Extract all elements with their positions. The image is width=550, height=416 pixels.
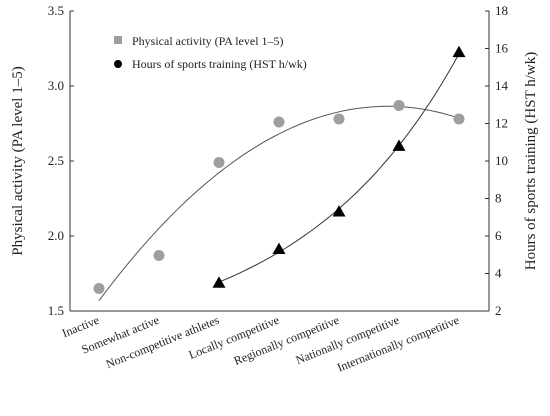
right-tick-label: 8 [495,191,502,206]
hst-point [392,139,406,151]
left-tick-label: 3.0 [48,78,64,93]
hst-trend-line [218,53,460,283]
hst-point [452,45,466,58]
legend-label-pa: Physical activity (PA level 1–5) [132,34,284,48]
right-tick-label: 4 [495,266,502,281]
hst-point [272,242,286,254]
pa-point [273,116,285,128]
pa-point [213,157,225,168]
left-tick-label: 1.5 [48,303,64,318]
pa-point [393,100,405,111]
right-tick-label: 14 [495,78,509,93]
data-points [93,45,466,294]
legend-label-hst: Hours of sports training (HST h/wk) [132,57,307,71]
legend-marker-pa [114,36,122,44]
right-tick-label: 2 [495,303,502,318]
right-tick-label: 10 [495,153,508,168]
right-axis-ticks: 2 4 6 8 10 12 14 16 18 [485,3,509,318]
right-tick-label: 18 [495,3,508,18]
left-tick-label: 3.5 [48,3,64,18]
left-axis-ticks: 1.5 2.0 2.5 3.0 3.5 [48,3,74,318]
right-tick-label: 6 [495,228,502,243]
hst-point [332,205,346,217]
trend-lines [98,53,460,301]
legend-marker-hst [114,60,122,68]
pa-point [93,283,105,294]
y2-axis-title: Hours of sports training (HST h/wk) [523,52,539,270]
pa-point [453,113,465,125]
hst-point [212,276,226,288]
y-axis-title: Physical activity (PA level 1–5) [10,66,26,255]
pa-trend-line [98,105,460,301]
pa-point [333,113,345,125]
legend: Physical activity (PA level 1–5) Hours o… [114,34,307,71]
left-tick-label: 2.5 [48,153,64,168]
right-tick-label: 16 [495,41,509,56]
right-tick-label: 12 [495,116,508,131]
left-tick-label: 2.0 [48,228,64,243]
x-category-label: Inactive [60,313,101,340]
plot-area [69,11,490,312]
x-category-label: Regionally competitive [232,313,341,368]
pa-point [153,250,165,261]
